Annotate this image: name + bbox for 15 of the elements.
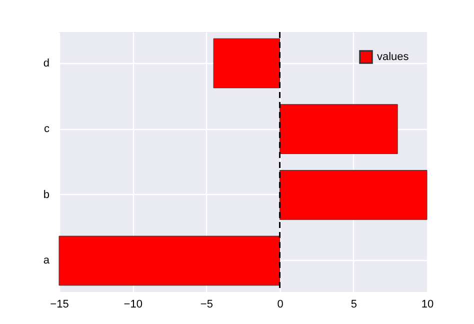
x-tick-label: −5 xyxy=(200,298,213,310)
bar xyxy=(280,104,398,154)
x-tick-label: 5 xyxy=(350,298,357,310)
x-tick-label: 10 xyxy=(421,298,434,310)
legend-label: values xyxy=(377,51,410,63)
y-tick-label: b xyxy=(43,188,50,201)
x-tick-label: 0 xyxy=(277,298,284,310)
x-tick-label: −15 xyxy=(50,298,69,310)
x-tick-label: −10 xyxy=(124,298,142,310)
y-tick-label: d xyxy=(43,57,50,70)
bar xyxy=(280,170,428,220)
bar xyxy=(58,236,280,286)
y-tick-label: a xyxy=(43,254,50,267)
bar xyxy=(213,38,280,88)
y-tick-label: c xyxy=(44,123,50,136)
